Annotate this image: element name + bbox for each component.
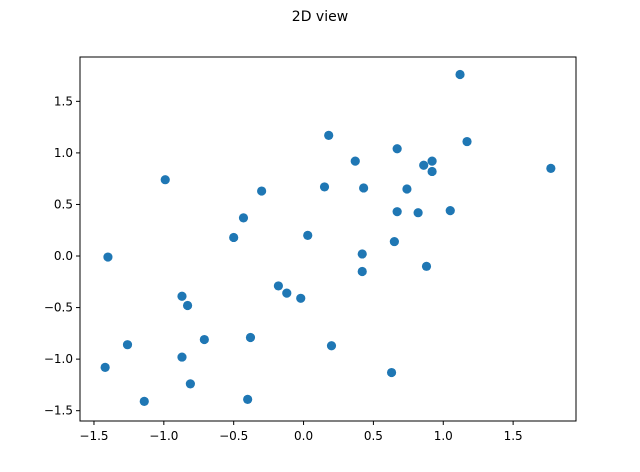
scatter-point-5 [427,156,437,166]
scatter-point-29 [182,300,193,311]
scatter-point-17 [238,213,249,223]
scatter-point-10 [319,182,330,192]
scatter-point-9 [160,175,170,185]
scatter-point-4 [350,156,360,166]
scatter-point-15 [445,206,455,216]
x-tick-label: 0.0 [294,429,313,443]
scatter-point-13 [257,186,267,196]
scatter-point-19 [229,232,239,243]
scatter-point-0 [455,69,465,80]
scatter-point-23 [421,261,432,271]
scatter-point-38 [243,394,253,404]
x-axis-ticks: −1.5 −1.0 −0.5 0.0 0.5 1.0 1.5 [79,421,523,443]
scatter-point-11 [359,183,369,193]
x-tick-label: −0.5 [219,429,248,443]
y-tick-label: 1.0 [54,146,73,160]
scatter-point-32 [122,340,133,350]
scatter-point-8 [427,166,437,177]
scatter-point-31 [199,334,209,345]
y-tick-label: 1.5 [54,94,73,108]
y-tick-label: −1.0 [44,352,73,366]
scatter-point-7 [546,163,556,173]
scatter-point-28 [296,293,306,303]
chart-title: 2D view [292,9,348,25]
scatter-point-35 [100,362,110,372]
x-tick-label: 1.0 [434,429,453,443]
scatter-point-21 [357,249,367,259]
scatter-point-14 [392,207,402,217]
x-tick-label: −1.5 [79,429,108,443]
y-tick-label: −1.5 [44,404,73,418]
scatter-point-27 [177,291,187,301]
scatter-point-37 [185,379,195,389]
x-tick-label: −1.0 [149,429,178,443]
x-tick-label: 0.5 [364,429,383,443]
scatter-point-34 [177,352,187,362]
y-axis-ticks: −1.5 −1.0 −0.5 0.0 0.5 1.0 1.5 [44,94,80,418]
scatter-point-16 [413,208,423,218]
scatter-point-26 [282,288,292,298]
scatter-point-36 [386,367,397,378]
scatter-points [100,69,556,407]
scatter-point-1 [324,130,334,140]
scatter-point-3 [392,144,402,154]
axes-frame [79,56,577,422]
scatter-point-6 [419,160,429,170]
scatter-point-22 [103,252,113,262]
scatter-point-39 [139,396,149,407]
y-tick-label: −0.5 [44,301,73,315]
scatter-point-18 [303,230,313,240]
y-tick-label: 0.0 [54,249,73,263]
scatter-point-33 [326,341,337,351]
scatter-point-20 [389,236,399,247]
x-tick-label: 1.5 [504,429,523,443]
scatter-point-25 [273,281,283,291]
scatter-point-12 [402,184,412,194]
scatter-point-30 [245,332,256,343]
scatter-point-24 [357,266,367,277]
y-tick-label: 0.5 [54,197,73,211]
scatter-point-2 [462,136,472,147]
